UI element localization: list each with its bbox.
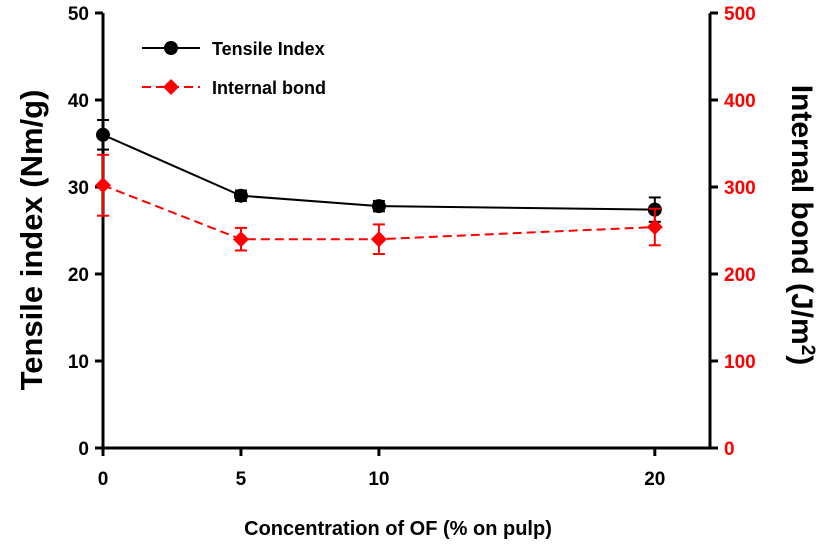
left-tick-label: 40 bbox=[68, 91, 89, 112]
data-point bbox=[232, 231, 249, 248]
x-axis-title: Concentration of OF (% on pulp) bbox=[244, 518, 552, 540]
left-axis-ticks: 0 10 20 30 40 50 bbox=[68, 4, 103, 460]
left-tick-label: 20 bbox=[68, 265, 89, 286]
right-axis-title-superscript: 2 bbox=[798, 345, 819, 356]
legend-item: Internal bond bbox=[142, 78, 326, 98]
plot-area bbox=[95, 119, 663, 255]
right-tick-label: 500 bbox=[724, 4, 756, 25]
right-tick-label: 0 bbox=[724, 439, 735, 460]
left-axis-title: Tensile index (Nm/g) bbox=[14, 90, 49, 391]
right-axis-title-text: Internal bond (J/m bbox=[785, 85, 818, 345]
left-tick-label: 50 bbox=[68, 4, 89, 25]
x-tick-label: 20 bbox=[644, 469, 665, 490]
data-point bbox=[371, 199, 386, 214]
right-axis-title-close: ) bbox=[785, 355, 818, 365]
left-tick-label: 30 bbox=[68, 178, 89, 199]
x-tick-label: 5 bbox=[236, 469, 247, 490]
x-tick-label: 10 bbox=[368, 469, 389, 490]
series-line bbox=[102, 133, 655, 211]
right-tick-label: 400 bbox=[724, 91, 756, 112]
legend-label: Tensile Index bbox=[212, 39, 325, 59]
right-axis-title: Internal bond (J/m2) bbox=[785, 85, 819, 366]
data-point bbox=[233, 188, 248, 203]
data-point bbox=[646, 219, 663, 236]
legend-marker bbox=[164, 41, 178, 55]
legend-marker bbox=[163, 79, 179, 95]
right-tick-label: 300 bbox=[724, 178, 756, 199]
legend: Tensile Index Internal bond bbox=[142, 39, 326, 98]
data-point bbox=[95, 177, 111, 194]
data-point bbox=[96, 127, 110, 142]
right-axis-ticks: 0 100 200 300 400 500 bbox=[710, 4, 756, 460]
x-axis-ticks: 0 5 10 20 bbox=[98, 448, 665, 490]
data-point bbox=[370, 231, 387, 248]
legend-item: Tensile Index bbox=[142, 39, 325, 59]
left-tick-label: 10 bbox=[68, 352, 89, 373]
x-tick-label: 0 bbox=[98, 469, 109, 490]
right-tick-label: 200 bbox=[724, 265, 756, 286]
legend-label: Internal bond bbox=[212, 78, 326, 98]
left-tick-label: 0 bbox=[78, 439, 89, 460]
axes bbox=[101, 13, 712, 450]
series-1 bbox=[96, 119, 662, 223]
right-tick-label: 100 bbox=[724, 352, 756, 373]
series-line bbox=[102, 184, 655, 241]
series-2 bbox=[95, 153, 663, 255]
